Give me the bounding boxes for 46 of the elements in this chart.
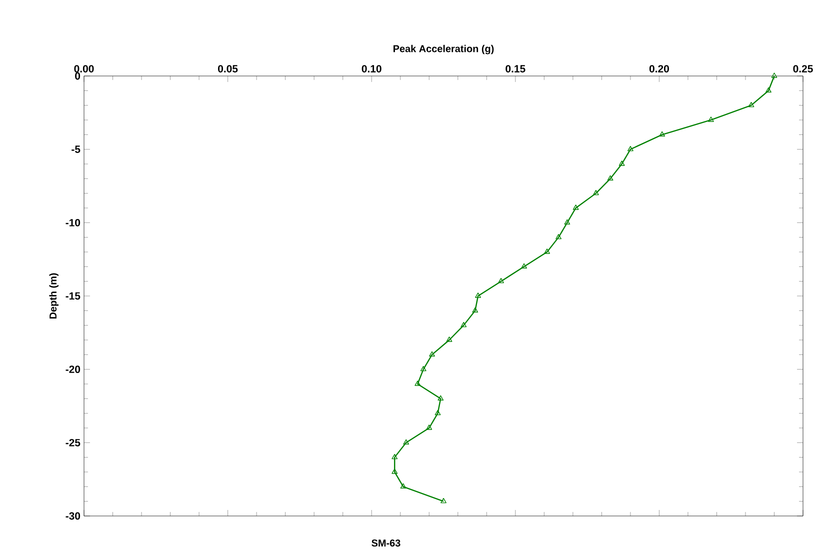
y-tick-label: -30 xyxy=(66,512,80,520)
point xyxy=(434,410,441,416)
point xyxy=(659,131,666,137)
x-tick-label: 0.00 xyxy=(74,65,94,72)
x-tick-label: 0.15 xyxy=(506,65,526,72)
point xyxy=(400,483,406,488)
text: SM-63 xyxy=(372,540,400,547)
point xyxy=(628,146,634,152)
point xyxy=(392,468,398,474)
point xyxy=(572,204,579,210)
y-tick-label: 0 xyxy=(75,72,80,80)
point xyxy=(438,395,444,400)
y-tick-label: -15 xyxy=(66,292,80,300)
point xyxy=(472,307,478,313)
point xyxy=(521,263,527,269)
point xyxy=(426,424,432,430)
point xyxy=(460,322,467,328)
point xyxy=(392,454,398,460)
point xyxy=(414,380,421,386)
point xyxy=(748,102,754,108)
point xyxy=(498,278,504,284)
point xyxy=(607,175,614,181)
point xyxy=(592,190,599,196)
y-tick-label: -5 xyxy=(72,146,80,153)
point xyxy=(544,248,550,254)
y-axis-title: Depth (m) xyxy=(49,273,59,319)
x-tick-label: 0.10 xyxy=(362,65,382,72)
point xyxy=(618,160,625,166)
x-tick-label: 0.25 xyxy=(793,65,813,72)
point xyxy=(771,72,778,78)
point xyxy=(440,498,446,504)
point xyxy=(564,219,570,225)
point xyxy=(429,351,435,357)
y-tick-label: -10 xyxy=(66,218,80,226)
y-tick-label: -20 xyxy=(66,366,80,374)
y-tick-label: -25 xyxy=(66,438,80,446)
point xyxy=(556,234,562,240)
x-axis-title: Peak Acceleration (g) xyxy=(394,44,494,54)
x-tick-label: 0.05 xyxy=(218,65,238,72)
point xyxy=(475,292,481,298)
point xyxy=(708,116,714,122)
x-tick-label: 0.20 xyxy=(649,65,669,72)
point xyxy=(420,366,426,372)
point xyxy=(766,87,772,92)
point xyxy=(403,439,410,444)
point xyxy=(446,336,452,342)
